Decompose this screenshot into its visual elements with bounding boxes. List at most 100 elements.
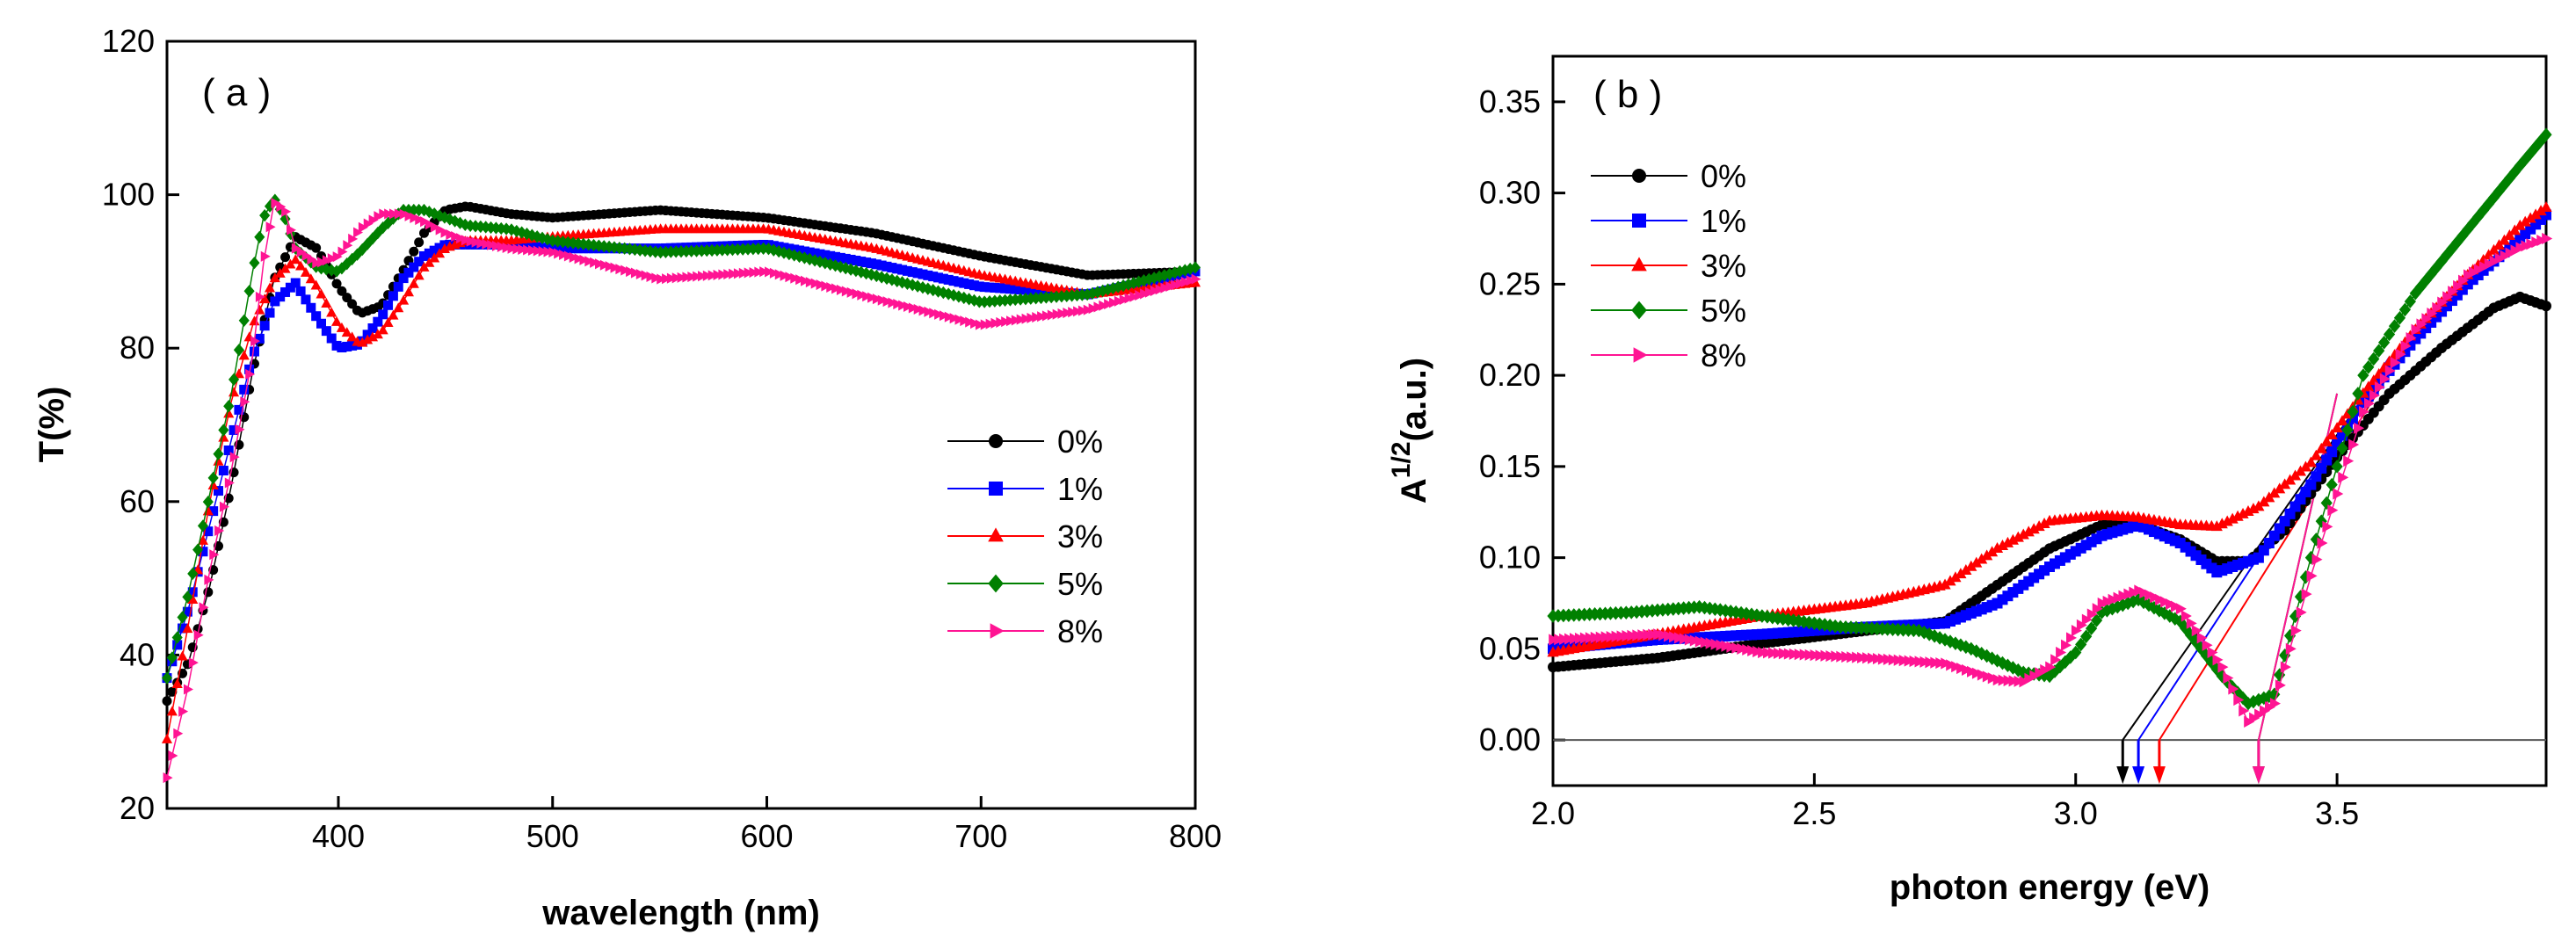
panel-b-data-point — [1985, 546, 1999, 557]
panel-a-data-point — [733, 268, 744, 279]
panel-a-data-point — [888, 297, 898, 308]
panel-a-data-point — [429, 207, 440, 221]
panel-b-data-point — [1970, 556, 1983, 568]
panel-b-data-point — [2326, 477, 2338, 492]
panel-a-data-point — [378, 309, 388, 320]
panel-a-data-point — [1057, 308, 1068, 319]
panel-a-data-point — [357, 243, 368, 257]
panel-a-data-point — [831, 283, 842, 294]
panel-a-data-point — [1189, 261, 1201, 274]
panel-a-data-point — [949, 313, 960, 324]
panel-b-data-point — [2122, 596, 2134, 611]
panel-a-data-point — [343, 240, 353, 251]
panel-b-data-point — [2212, 654, 2224, 666]
panel-a-data-point — [1135, 290, 1145, 301]
panel-a-data-point — [280, 286, 291, 297]
panel-a-data-point — [877, 294, 888, 306]
panel-a-data-point — [235, 424, 245, 435]
panel-b-data-point — [2347, 404, 2359, 419]
panel-b-data-point — [2061, 639, 2072, 651]
panel-a-data-point — [307, 254, 317, 265]
panel-a-data-point — [223, 445, 234, 455]
intercept-arrow-head — [2116, 766, 2130, 785]
panel-a-data-point — [296, 246, 307, 257]
panel-a-data-point — [259, 293, 271, 304]
panel-b-data-point — [2541, 301, 2551, 312]
legend-label: 1% — [1701, 203, 1746, 239]
panel-a-data-point — [301, 294, 311, 305]
panel-b-data-point — [2275, 679, 2286, 692]
panel-a-data-point — [327, 253, 337, 264]
panel-a-data-point — [738, 267, 749, 279]
panel-a-data-point — [624, 243, 635, 256]
panel-a-data-point — [815, 249, 825, 259]
panel-b-data-point — [2368, 351, 2380, 366]
panel-a-data-point — [410, 212, 420, 224]
panel-a-data-point — [944, 311, 954, 322]
panel-b-data-point — [2456, 228, 2469, 243]
intercept-arrow-head — [2132, 766, 2145, 785]
panel-a-data-point — [852, 288, 862, 300]
panel-b-data-point — [2317, 537, 2328, 549]
panel-a-data-point — [830, 259, 841, 272]
panel-b-data-point — [2331, 422, 2343, 433]
panel-a-data-point — [171, 631, 183, 644]
panel-a-data-point — [187, 567, 199, 581]
panel-b-data-point — [2363, 397, 2375, 409]
panel-b-data-point — [2333, 488, 2344, 500]
panel-a-data-point — [389, 208, 399, 220]
panel-b-data-point — [2269, 698, 2281, 710]
panel-a-data-point — [276, 201, 287, 213]
panel-a-data-point — [1129, 291, 1140, 302]
panel-a-data-point — [496, 221, 507, 236]
panel-b-y-tick-label: 0.25 — [1479, 265, 1541, 301]
panel-a-data-point — [223, 408, 235, 418]
panel-b-data-point — [2217, 661, 2229, 673]
panel-a-data-point — [341, 327, 352, 337]
panel-a-data-point — [595, 258, 605, 270]
panel-b-data-point — [2191, 625, 2202, 637]
panel-a-data-point — [342, 341, 352, 351]
panel-b-data-point — [2390, 357, 2401, 369]
legend-marker — [988, 527, 1004, 542]
panel-b-data-point — [2311, 471, 2322, 482]
panel-a-data-point — [754, 266, 765, 278]
panel-b-data-point — [2542, 232, 2553, 245]
panel-b-data-point — [2075, 637, 2087, 652]
panel-a-series-8pct — [163, 197, 1201, 784]
panel-a-data-point — [749, 266, 759, 279]
panel-a-data-point — [218, 431, 229, 442]
panel-a-data-point — [1086, 286, 1099, 301]
panel-a-data-point — [1144, 286, 1155, 298]
panel-b-data-point — [2320, 496, 2333, 511]
panel-b-data-point — [1955, 568, 1967, 579]
panel-a-data-point — [1037, 311, 1048, 322]
panel-a-data-point — [249, 256, 260, 270]
panel-a-data-point — [419, 250, 429, 261]
panel-a-data-point — [912, 279, 924, 293]
panel-a-data-point — [444, 213, 455, 226]
panel-a-x-tick-label: 500 — [526, 818, 579, 854]
panel-b-data-point — [2296, 606, 2307, 619]
panel-a-data-point — [265, 221, 276, 233]
panel-a-data-point — [264, 282, 276, 293]
panel-a-data-point — [846, 286, 857, 298]
panel-a-data-point — [964, 279, 975, 289]
panel-a-ticks: 400 500 600 700 800 20 40 60 80 100 120 — [102, 23, 1222, 854]
panel-a-data-point — [208, 506, 219, 517]
panel-a-data-point — [698, 271, 707, 282]
panel-b-data-point — [2341, 408, 2354, 419]
panel-a-data-point — [388, 291, 398, 301]
legend-label: 0% — [1057, 424, 1103, 460]
panel-a-data-point — [358, 221, 368, 233]
panel-a-data-point — [969, 280, 979, 291]
panel-a-data-point — [239, 384, 250, 395]
panel-b-data-point — [2368, 374, 2380, 386]
panel-a-data-point — [394, 208, 404, 220]
panel-a-data-point — [271, 197, 281, 209]
panel-b-data-point — [2348, 438, 2360, 451]
panel-a-data-point — [223, 400, 235, 413]
panel-b-data-point — [2384, 365, 2396, 377]
panel-b-data-point — [2379, 373, 2391, 385]
panel-b-data-point — [2540, 127, 2552, 142]
